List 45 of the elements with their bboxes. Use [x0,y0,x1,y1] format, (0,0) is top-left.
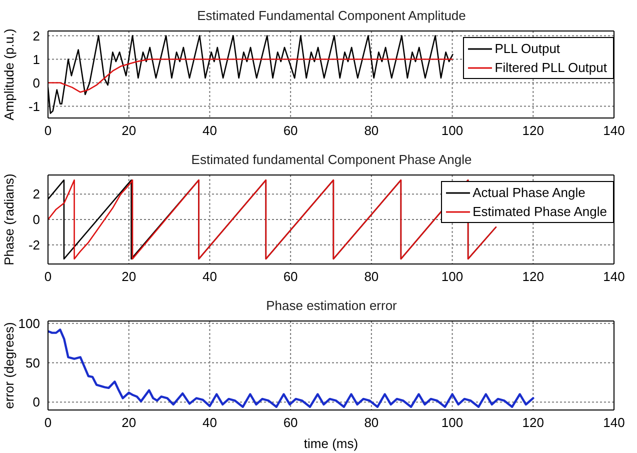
x-tick-label: 100 [441,415,464,430]
y-tick-label: -2 [28,238,40,253]
x-tick-label: 0 [44,123,52,138]
x-tick-label: 0 [44,415,52,430]
y-tick-label: 50 [26,355,40,370]
x-tick-label: 20 [122,123,136,138]
x-axis-title: time (ms) [304,436,358,451]
legend-label: PLL Output [494,40,560,58]
y-axis-title: Phase (radians) [2,174,17,266]
x-tick-label: 80 [364,269,379,284]
y-tick-label: 100 [18,316,40,331]
x-tick-label: 60 [283,269,298,284]
x-tick-label: 20 [122,269,136,284]
y-tick-label: 1 [32,52,40,67]
x-tick-label: 80 [364,415,379,430]
y-tick-label: 2 [32,28,40,44]
x-tick-label: 120 [522,415,544,430]
x-tick-label: 120 [522,269,544,284]
y-tick-label: 0 [32,394,40,410]
y-tick-label: 0 [32,75,40,90]
legend-label: Actual Phase Angle [472,184,586,202]
chart-title: Estimated fundamental Component Phase Angle [190,152,473,167]
y-tick-label: 0 [32,212,40,228]
x-tick-label: 140 [603,269,625,284]
x-tick-label: 20 [122,415,136,430]
legend-label: Filtered PLL Output [494,59,607,77]
x-tick-label: 120 [522,123,544,138]
x-tick-label: 140 [603,123,625,138]
x-tick-label: 60 [283,123,298,138]
y-tick-label: -1 [28,98,40,114]
x-tick-label: 100 [441,123,464,138]
y-axis-title: error (degrees) [2,322,17,409]
x-tick-label: 100 [441,269,464,284]
chart-title: Estimated Fundamental Component Amplitude [196,8,467,23]
x-tick-label: 80 [364,123,379,138]
chart-title: Phase estimation error [265,298,398,313]
x-tick-label: 40 [202,123,217,138]
y-tick-label: 2 [32,186,40,202]
x-tick-label: 0 [44,269,52,284]
x-tick-label: 40 [202,269,217,284]
x-tick-label: 60 [283,415,298,430]
y-axis-title: Amplitude (p.u.) [2,28,17,120]
legend-label: Estimated Phase Angle [472,203,607,221]
x-tick-label: 140 [603,415,625,430]
x-tick-label: 40 [202,415,217,430]
